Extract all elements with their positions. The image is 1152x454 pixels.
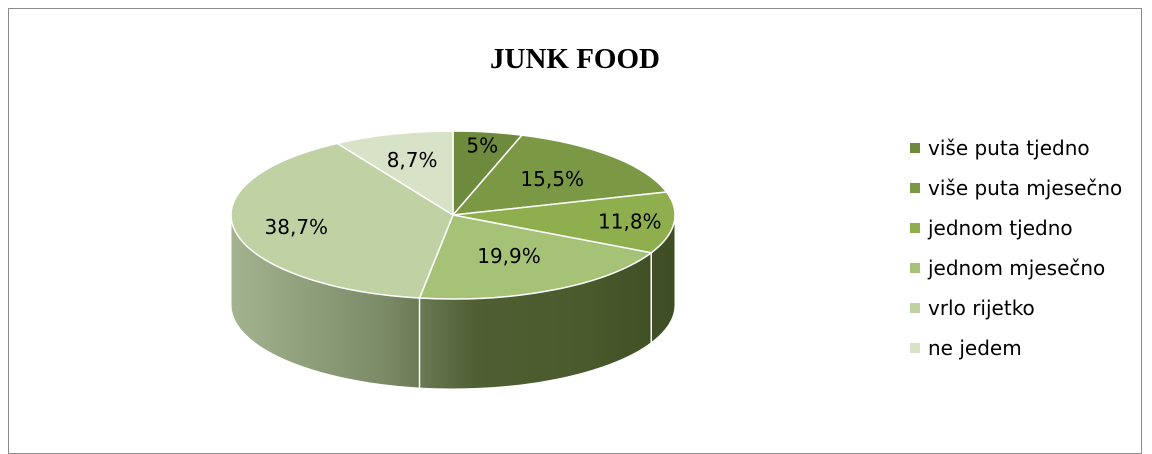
legend-label: više puta mjesečno xyxy=(928,176,1123,200)
legend-label: više puta tjedno xyxy=(928,136,1090,160)
pie-slice xyxy=(451,134,668,216)
pie-slice xyxy=(452,191,676,254)
legend-swatch xyxy=(910,263,920,273)
pie-data-label: 15,5% xyxy=(520,167,584,191)
legend-label: vrlo rijetko xyxy=(928,296,1035,320)
chart-legend: više puta tjedno više puta mjesečno jednom… xyxy=(910,128,1122,368)
pie-data-label: 11,8% xyxy=(598,209,662,233)
legend-swatch xyxy=(910,303,920,313)
legend-item: vrlo rijetko xyxy=(910,288,1122,328)
pie-slice xyxy=(230,142,454,299)
legend-swatch xyxy=(910,183,920,193)
legend-item: više puta tjedno xyxy=(910,128,1122,168)
legend-label: jednom mjesečno xyxy=(928,256,1106,280)
legend-item: ne jedem xyxy=(910,328,1122,368)
pie-data-label: 19,9% xyxy=(477,244,541,268)
legend-item: jednom mjesečno xyxy=(910,248,1122,288)
legend-item: više puta mjesečno xyxy=(910,168,1122,208)
legend-item: jednom tjedno xyxy=(910,208,1122,248)
pie-slice xyxy=(335,130,454,217)
legend-label: ne jedem xyxy=(928,336,1022,360)
legend-swatch xyxy=(910,223,920,233)
pie-data-label: 38,7% xyxy=(265,215,329,239)
legend-label: jednom tjedno xyxy=(928,216,1073,240)
pie-data-label: 5% xyxy=(466,133,498,157)
legend-swatch xyxy=(910,343,920,353)
pie-data-label: 8,7% xyxy=(387,148,438,172)
chart-title: JUNK FOOD xyxy=(490,43,660,75)
pie-slice xyxy=(418,214,654,300)
legend-swatch xyxy=(910,143,920,153)
